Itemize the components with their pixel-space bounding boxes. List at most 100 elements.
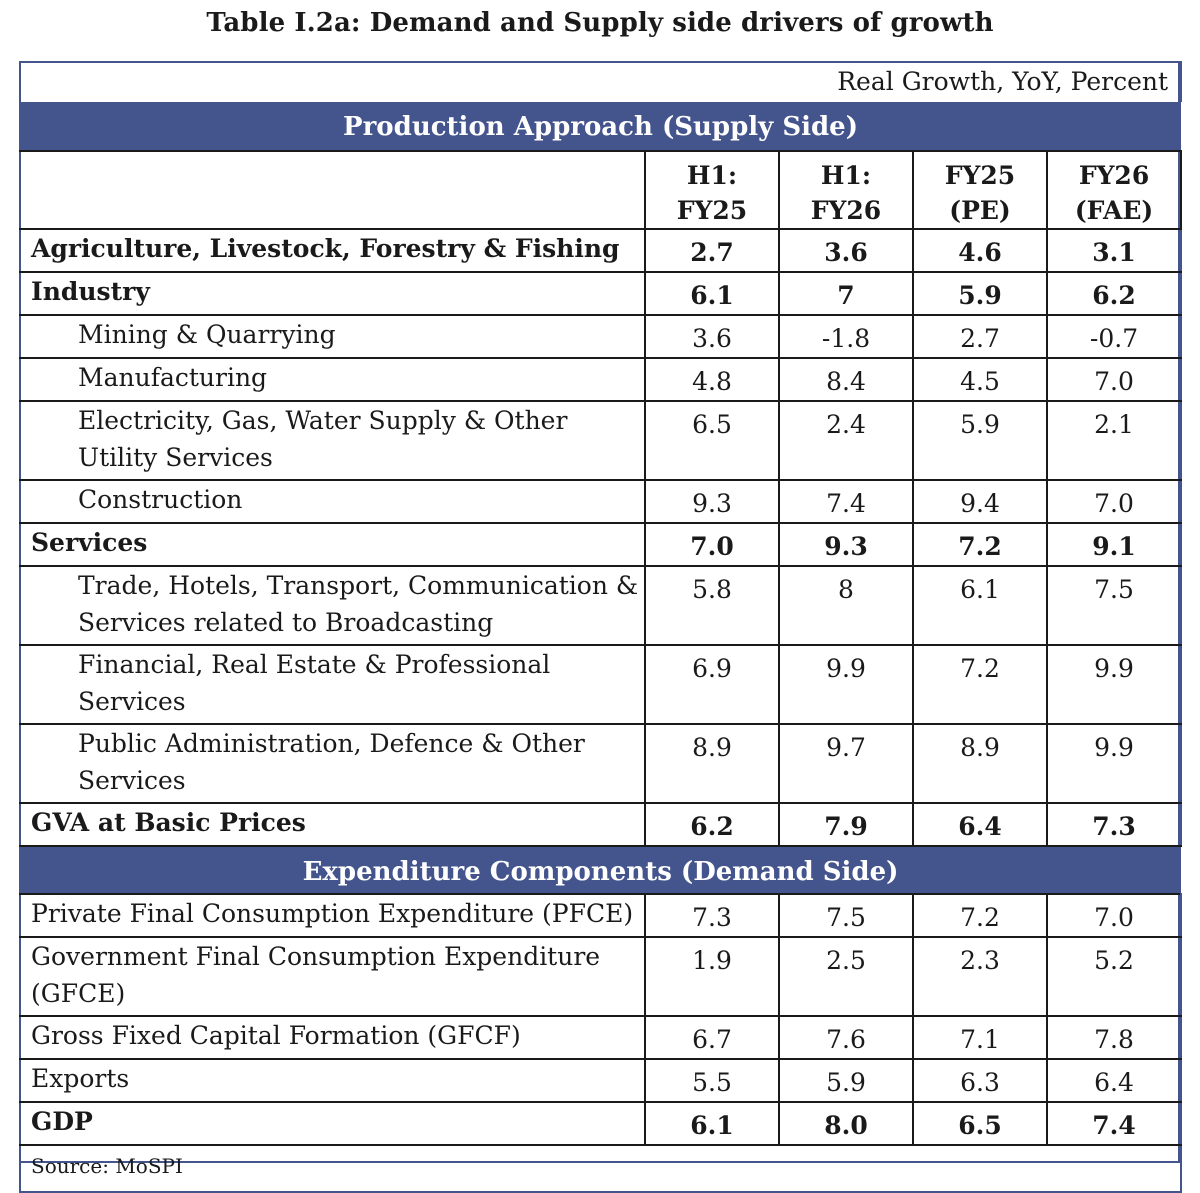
cell-value: 7.2 [912,522,1048,567]
cell-value: 7.8 [1045,1015,1183,1060]
row-label-trade-hotels: Trade, Hotels, Transport, Communication … [19,565,646,646]
cell-value: 7.4 [778,479,914,524]
cell-value: 9.9 [1045,723,1183,804]
cell-value: 7.4 [1045,1101,1183,1146]
source-note: Source: MoSPI [18,1144,1183,1193]
cell-value: 2.5 [778,936,914,1017]
cell-value: 7.3 [1045,802,1183,847]
cell-value: 6.4 [912,802,1048,847]
table-row: Manufacturing 4.8 8.4 4.5 7.0 [19,357,1183,402]
cell-value: 7.0 [1045,893,1183,938]
cell-value: 7.3 [644,893,780,938]
row-label-gfce: Government Final Consumption Expenditure… [19,936,646,1017]
demand-section-heading: Expenditure Components (Demand Side) [20,846,1182,894]
cell-value: 7.0 [1045,357,1183,402]
cell-value: 5.9 [912,271,1048,316]
cell-value: 8.9 [644,723,780,804]
cell-value: 2.7 [644,228,780,273]
cell-value: 3.1 [1045,228,1183,273]
row-label-manufacturing: Manufacturing [19,357,646,402]
cell-value: 7.2 [912,644,1048,725]
cell-value: 7.0 [1045,479,1183,524]
cell-value: 9.1 [1045,522,1183,567]
cell-value: 6.9 [644,644,780,725]
table-title: Table I.2a: Demand and Supply side drive… [206,8,994,38]
cell-value: 5.8 [644,565,780,646]
units-note: Real Growth, YoY, Percent [18,61,1183,102]
table-row: Construction 9.3 7.4 9.4 7.0 [19,479,1183,524]
cell-value: 4.6 [912,228,1048,273]
row-label-gdp: GDP [19,1101,646,1146]
column-header-h1-fy25: H1: FY25 [644,150,780,230]
row-label-industry: Industry [19,271,646,316]
row-label-pfce: Private Final Consumption Expenditure (P… [19,893,646,938]
cell-value: 9.9 [778,644,914,725]
table-row: Gross Fixed Capital Formation (GFCF) 6.7… [19,1015,1183,1060]
row-label-services: Services [19,522,646,567]
cell-value: 6.4 [1045,1058,1183,1103]
table-row: Industry 6.1 7 5.9 6.2 [19,271,1183,316]
cell-value: 9.9 [1045,644,1183,725]
cell-value: 7.6 [778,1015,914,1060]
cell-value: 7 [778,271,914,316]
cell-value: 3.6 [778,228,914,273]
cell-value: 9.7 [778,723,914,804]
table-row: Financial, Real Estate & Professional Ser… [19,644,1183,725]
column-header-fy26-fae: FY26 (FAE) [1045,150,1183,230]
cell-value: 9.3 [778,522,914,567]
table-row: GVA at Basic Prices 6.2 7.9 6.4 7.3 [19,802,1183,847]
cell-value: 6.1 [644,271,780,316]
row-label-exports: Exports [19,1058,646,1103]
table-row: Government Final Consumption Expenditure… [19,936,1183,1017]
cell-value: 8.4 [778,357,914,402]
cell-value: 6.1 [644,1101,780,1146]
cell-value: 8.9 [912,723,1048,804]
cell-value: 6.1 [912,565,1048,646]
cell-value: 7.9 [778,802,914,847]
cell-value: 6.2 [644,802,780,847]
cell-value: 5.9 [912,400,1048,481]
cell-value: 2.7 [912,314,1048,359]
column-header-blank [19,150,646,230]
cell-value: 8 [778,565,914,646]
cell-value: 6.2 [1045,271,1183,316]
cell-value: 3.6 [644,314,780,359]
cell-value: 4.8 [644,357,780,402]
table-row: Private Final Consumption Expenditure (P… [19,893,1183,938]
column-header-fy25-pe: FY25 (PE) [912,150,1048,230]
cell-value: 6.7 [644,1015,780,1060]
cell-value: 7.2 [912,893,1048,938]
row-label-gfcf: Gross Fixed Capital Formation (GFCF) [19,1015,646,1060]
cell-value: 7.5 [778,893,914,938]
cell-value: 6.5 [644,400,780,481]
cell-value: 2.4 [778,400,914,481]
table-row: Agriculture, Livestock, Forestry & Fishi… [19,228,1183,273]
table-row: Services 7.0 9.3 7.2 9.1 [19,522,1183,567]
supply-section-heading: Production Approach (Supply Side) [20,102,1182,151]
table-row: Public Administration, Defence & Other Se… [19,723,1183,804]
cell-value: 5.2 [1045,936,1183,1017]
cell-value: 9.3 [644,479,780,524]
cell-value: 7.5 [1045,565,1183,646]
cell-value: 5.5 [644,1058,780,1103]
growth-drivers-table: Real Growth, YoY, Percent Production App… [18,61,1183,1193]
cell-value: 2.1 [1045,400,1183,481]
row-label-financial: Financial, Real Estate & Professional Ser… [19,644,646,725]
table-row: Electricity, Gas, Water Supply & Other Ut… [19,400,1183,481]
cell-value: 2.3 [912,936,1048,1017]
row-label-agriculture: Agriculture, Livestock, Forestry & Fishi… [19,228,646,273]
cell-value: 5.9 [778,1058,914,1103]
row-label-electricity: Electricity, Gas, Water Supply & Other Ut… [19,400,646,481]
cell-value: 9.4 [912,479,1048,524]
table-row: GDP 6.1 8.0 6.5 7.4 [19,1101,1183,1146]
cell-value: 8.0 [778,1101,914,1146]
row-label-mining: Mining & Quarrying [19,314,646,359]
row-label-gva: GVA at Basic Prices [19,802,646,847]
cell-value: 1.9 [644,936,780,1017]
cell-value: 6.5 [912,1101,1048,1146]
column-header-h1-fy26: H1: FY26 [778,150,914,230]
table-row: Mining & Quarrying 3.6 -1.8 2.7 -0.7 [19,314,1183,359]
cell-value: -0.7 [1045,314,1183,359]
cell-value: 7.1 [912,1015,1048,1060]
cell-value: 6.3 [912,1058,1048,1103]
